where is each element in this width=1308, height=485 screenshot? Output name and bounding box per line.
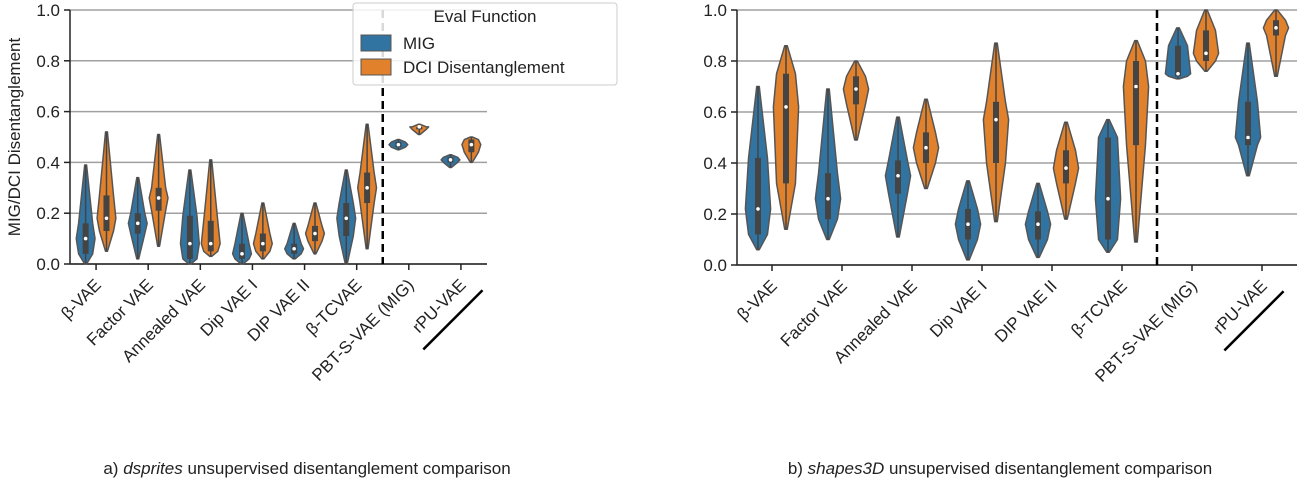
legend-label: DCI Disentanglement: [403, 58, 565, 77]
x-tick-label: β-TCVAE: [1067, 276, 1131, 340]
y-tick-label: 0.6: [36, 103, 60, 122]
violin-box: [1203, 30, 1209, 61]
legend-title: Eval Function: [434, 7, 537, 26]
y-tick-label: 0.0: [36, 255, 60, 274]
violin-median: [1246, 135, 1250, 140]
violin-median: [469, 142, 474, 147]
y-tick-label: 0.0: [703, 256, 727, 275]
violin-box: [993, 101, 999, 163]
violin-median: [966, 222, 970, 226]
x-tick-label: PBT-S-VAE (MIG): [308, 275, 417, 384]
x-tick-label: Dip VAE I: [926, 276, 991, 341]
violin-box: [1133, 61, 1139, 146]
violin-median: [313, 231, 317, 236]
violin-median: [83, 236, 88, 241]
plot-area: 0.0 0.2 0.4 0.6 0.8 1.0 MIG/DCI Disentanglemen…: [5, 1, 618, 478]
x-tick-label: β-VAE: [733, 276, 781, 324]
x-tick-group: β-VAE: [733, 276, 781, 324]
caption-prefix: a): [103, 459, 118, 478]
x-tick-group: Factor VAE: [777, 276, 851, 350]
x-tick-group: rPU-VAE: [1210, 276, 1285, 352]
x-tick-group: β-TCVAE: [1067, 276, 1131, 340]
violin-median: [365, 186, 369, 190]
violin-median: [188, 241, 192, 246]
violin-box: [783, 73, 789, 184]
y-tick-label: 1.0: [703, 1, 727, 20]
violin-median: [854, 87, 858, 91]
label-underline: [422, 289, 484, 351]
violin-median: [1176, 71, 1180, 76]
x-tick-group: Dip VAE I: [926, 276, 991, 341]
y-tick-label: 0.8: [703, 52, 727, 71]
violin-box: [1175, 45, 1181, 77]
violin-box: [239, 243, 246, 259]
violin-box: [207, 220, 214, 252]
violin-box: [755, 157, 761, 235]
x-tick-group: β-VAE: [57, 275, 105, 323]
violin-median: [344, 216, 349, 221]
violin-median: [1036, 222, 1040, 226]
caption-italic: dsprites: [123, 459, 183, 478]
violin-median: [994, 117, 998, 122]
violin-median: [826, 196, 830, 201]
caption: a) dsprites unsupervised disentanglement…: [103, 459, 510, 478]
label-underline: [1223, 290, 1285, 352]
y-tick-label: 0.2: [36, 204, 60, 223]
legend-box: [352, 2, 618, 86]
violin-median: [135, 221, 140, 226]
violin-median: [1106, 196, 1110, 201]
violin-median: [1134, 84, 1138, 89]
violin-median: [1064, 166, 1068, 170]
legend-swatch: [360, 34, 392, 52]
x-tick-group: DIP VAE II: [991, 276, 1061, 346]
y-tick-label: 0.4: [703, 154, 727, 173]
violin-median: [396, 142, 401, 147]
x-tick-label: Factor VAE: [777, 276, 851, 350]
violin-median: [924, 145, 928, 150]
violin-box: [825, 173, 831, 220]
x-tick-label: rPU-VAE: [1210, 276, 1271, 337]
violin-median: [756, 207, 760, 211]
violin-median: [104, 216, 109, 221]
violin-box: [1245, 101, 1251, 146]
caption-rest: unsupervised disentanglement comparison: [889, 459, 1212, 478]
violin-box: [1105, 137, 1111, 240]
violin-median: [896, 173, 900, 178]
x-tick-group: PBT-S-VAE (MIG): [308, 275, 417, 384]
legend-swatch: [360, 58, 392, 76]
x-tick-label: DIP VAE II: [991, 276, 1061, 346]
x-tick-label: β-VAE: [57, 275, 105, 323]
legend-label: MIG: [403, 34, 435, 53]
caption-italic: shapes3D: [808, 459, 885, 478]
violin-median: [208, 241, 213, 246]
violin-median: [156, 196, 161, 200]
violin-median: [448, 158, 453, 162]
x-tick-label: rPU-VAE: [408, 275, 469, 336]
caption: b) shapes3D unsupervised disentanglement…: [788, 459, 1212, 478]
violin-median: [261, 241, 265, 246]
y-tick-label: 1.0: [36, 1, 60, 20]
x-tick-group: rPU-VAE: [408, 275, 484, 351]
violin-median: [292, 246, 296, 251]
violin-median: [1204, 51, 1208, 56]
violin-median: [784, 105, 788, 109]
caption-rest: unsupervised disentanglement comparison: [187, 459, 510, 478]
violin-median: [417, 125, 422, 129]
caption-prefix: b): [788, 459, 803, 478]
violin-median: [240, 252, 244, 256]
y-tick-label: 0.2: [703, 205, 727, 224]
violin-median: [1274, 26, 1278, 30]
legend: Eval Function MIG DCI Disentanglement: [352, 2, 618, 86]
violin-box: [186, 215, 193, 259]
y-tick-label: 0.8: [36, 52, 60, 71]
y-axis-label: MIG/DCI Disentanglement: [5, 38, 24, 237]
violin-box: [103, 195, 110, 231]
y-tick-label: 0.4: [36, 153, 60, 172]
y-tick-label: 0.6: [703, 103, 727, 122]
